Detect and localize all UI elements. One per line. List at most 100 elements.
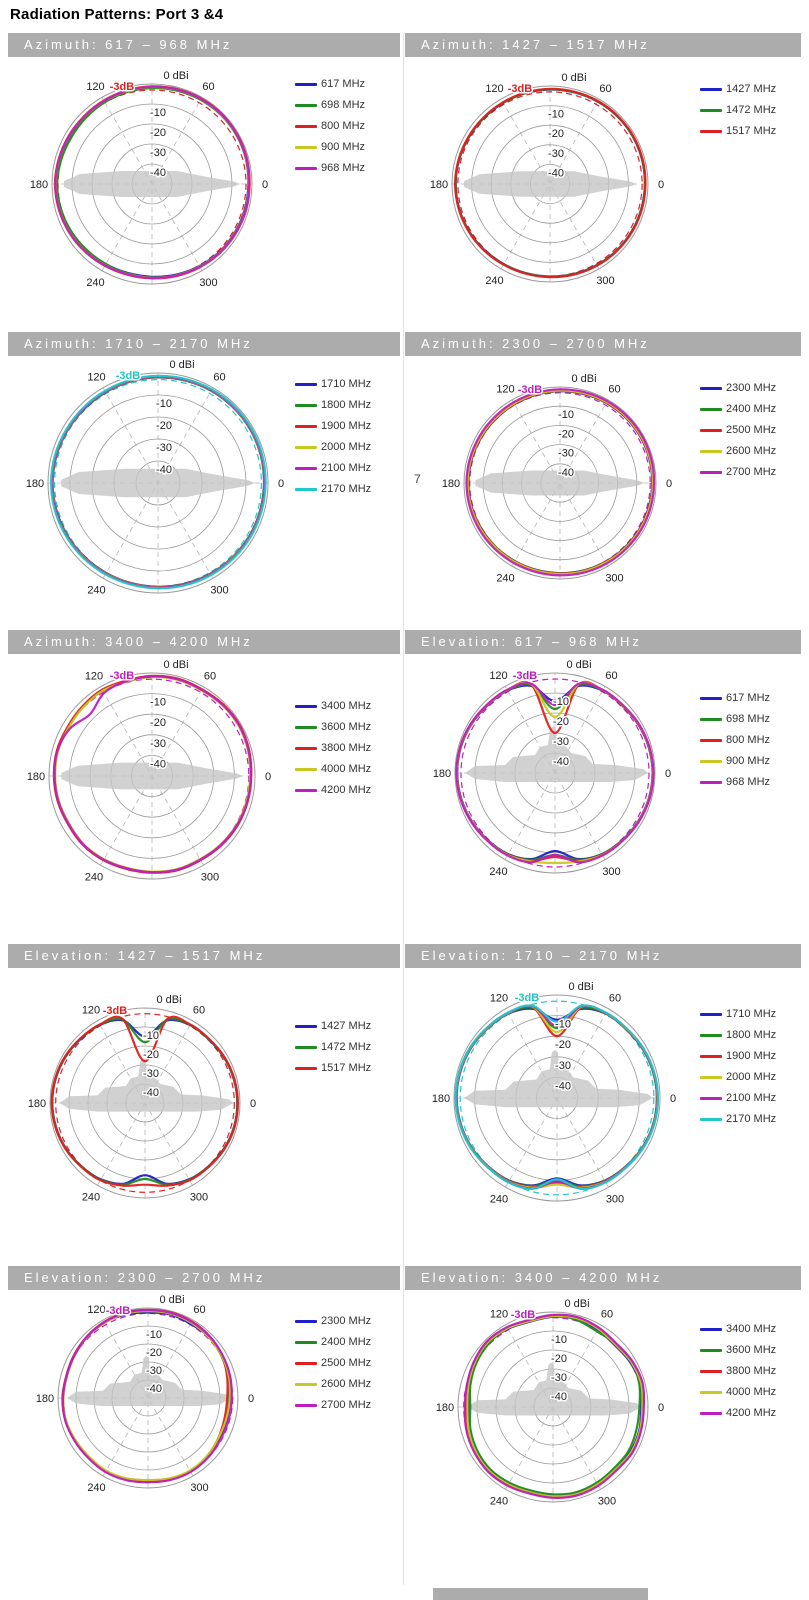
angle-label: 120 — [87, 371, 105, 383]
legend-label: 3400 MHz — [726, 1323, 777, 1335]
angle-label: 300 — [596, 275, 614, 287]
legend-item: 1800 MHz — [295, 399, 407, 411]
legend-item: 617 MHz — [295, 78, 407, 90]
legend-item: 1472 MHz — [295, 1041, 407, 1053]
radial-label-0dbi: 0 dBi — [571, 373, 596, 385]
radial-label: -40 — [143, 1087, 159, 1099]
legend-line-swatch — [700, 87, 722, 91]
radial-label: -30 — [146, 1365, 162, 1377]
angle-label: 0 — [670, 1093, 676, 1105]
polar-chart-svg: 0 60 120 180 240 300 0 dBi -10 -20 -30 -40 -3dB — [34, 1293, 255, 1496]
threedb-label: -3dB — [515, 992, 540, 1004]
legend-label: 4000 MHz — [321, 763, 372, 775]
legend-item: 3800 MHz — [295, 742, 407, 754]
legend-item: 900 MHz — [700, 755, 809, 767]
legend-line-swatch — [295, 124, 317, 128]
angle-label: 180 — [30, 179, 48, 191]
legend-line-swatch — [295, 424, 317, 428]
polar-chart-svg: 0 60 120 180 240 300 0 dBi -10 -20 -30 -40 -3dB — [26, 993, 257, 1206]
legend-label: 4000 MHz — [726, 1386, 777, 1398]
angle-label: 300 — [201, 871, 219, 883]
legend-line-swatch — [700, 1054, 722, 1058]
legend-line-swatch — [700, 449, 722, 453]
legend-line-swatch — [700, 1012, 722, 1016]
legend-label: 900 MHz — [321, 141, 366, 153]
legend-item: 1427 MHz — [295, 1020, 407, 1032]
legend-line-swatch — [700, 1117, 722, 1121]
chart-legend: 2300 MHz 2400 MHz 2500 MHz 2600 MHz 2700 MHz — [295, 1315, 407, 1420]
radial-label-0dbi: 0 dBi — [163, 70, 188, 82]
polar-chart-azimuth-1427-1517: 0 60 120 180 240 300 0 dBi -10 -20 -30 -40 -3dB — [405, 57, 705, 335]
legend-label: 3400 MHz — [321, 700, 372, 712]
legend-item: 800 MHz — [295, 120, 407, 132]
angle-label: 120 — [485, 83, 503, 95]
legend-item: 2300 MHz — [700, 382, 809, 394]
legend-label: 2700 MHz — [321, 1399, 372, 1411]
legend-line-swatch — [295, 382, 317, 386]
angle-label: 120 — [490, 1308, 508, 1320]
radial-label: -20 — [548, 128, 564, 140]
legend-line-swatch — [700, 470, 722, 474]
section-header-azimuth-617-968: Azimuth: 617 – 968 MHz — [8, 33, 400, 57]
angle-label: 60 — [609, 993, 621, 1005]
legend-item: 4200 MHz — [295, 784, 407, 796]
angle-label: 120 — [86, 81, 104, 93]
angle-label: 180 — [36, 1393, 54, 1405]
angle-label: 0 — [666, 478, 672, 490]
legend-line-swatch — [295, 725, 317, 729]
angle-label: 240 — [87, 1482, 105, 1494]
polar-chart-svg: 0 60 120 180 240 300 0 dBi -10 -20 -30 -40 -3dB — [440, 372, 673, 586]
threedb-label: -3dB — [110, 670, 135, 682]
legend-label: 1472 MHz — [321, 1041, 372, 1053]
radial-label: -30 — [156, 442, 172, 454]
legend-line-swatch — [700, 1390, 722, 1394]
angle-label: 60 — [202, 81, 214, 93]
legend-label: 617 MHz — [726, 692, 771, 704]
legend-label: 2300 MHz — [726, 382, 777, 394]
legend-item: 2600 MHz — [700, 445, 809, 457]
legend-label: 1472 MHz — [726, 104, 777, 116]
legend-label: 1517 MHz — [321, 1062, 372, 1074]
legend-label: 617 MHz — [321, 78, 366, 90]
angle-label: 60 — [193, 1304, 205, 1316]
legend-line-swatch — [700, 696, 722, 700]
legend-line-swatch — [295, 1340, 317, 1344]
radial-label: -20 — [150, 127, 166, 139]
polar-chart-elevation-1427-1517: 0 60 120 180 240 300 0 dBi -10 -20 -30 -40 -3dB — [0, 968, 300, 1268]
legend-item: 1800 MHz — [700, 1029, 809, 1041]
angle-label: 180 — [28, 1098, 46, 1110]
radial-label: -40 — [156, 464, 172, 476]
legend-label: 1800 MHz — [726, 1029, 777, 1041]
legend-label: 2600 MHz — [321, 1378, 372, 1390]
angle-label: 0 — [278, 478, 284, 490]
section-header-azimuth-1710-2170: Azimuth: 1710 – 2170 MHz — [8, 332, 400, 356]
radial-label-0dbi: 0 dBi — [163, 659, 188, 671]
chart-panel: 0 60 120 180 240 300 0 dBi -10 -20 -30 -40 -3dB 340… — [0, 654, 403, 941]
chart-legend: 1427 MHz 1472 MHz 1517 MHz — [700, 83, 809, 146]
radial-label: -10 — [156, 398, 172, 410]
legend-label: 2500 MHz — [726, 424, 777, 436]
column-divider — [403, 33, 404, 1585]
legend-label: 2000 MHz — [726, 1071, 777, 1083]
legend-label: 1427 MHz — [321, 1020, 372, 1032]
legend-label: 1900 MHz — [321, 420, 372, 432]
section-header-elevation-2300-2700: Elevation: 2300 – 2700 MHz — [8, 1266, 400, 1290]
section-header-elevation-1710-2170: Elevation: 1710 – 2170 MHz — [405, 944, 801, 968]
angle-label: 120 — [490, 993, 508, 1005]
legend-label: 4200 MHz — [321, 784, 372, 796]
legend-line-swatch — [295, 1066, 317, 1070]
radial-label-0dbi: 0 dBi — [568, 981, 593, 993]
radial-label-0dbi: 0 dBi — [159, 1294, 184, 1306]
radial-label: -20 — [551, 1353, 567, 1365]
legend-line-swatch — [700, 407, 722, 411]
angle-label: 180 — [433, 768, 451, 780]
angle-label: 180 — [26, 478, 44, 490]
legend-line-swatch — [295, 145, 317, 149]
radial-label: -40 — [555, 1080, 571, 1092]
radial-label: -30 — [548, 148, 564, 160]
chart-panel: 0 60 120 180 240 300 0 dBi -10 -20 -30 -40 -3dB 171… — [0, 356, 403, 627]
legend-line-swatch — [295, 403, 317, 407]
angle-label: 60 — [599, 83, 611, 95]
legend-line-swatch — [700, 1096, 722, 1100]
angle-label: 240 — [489, 866, 507, 878]
